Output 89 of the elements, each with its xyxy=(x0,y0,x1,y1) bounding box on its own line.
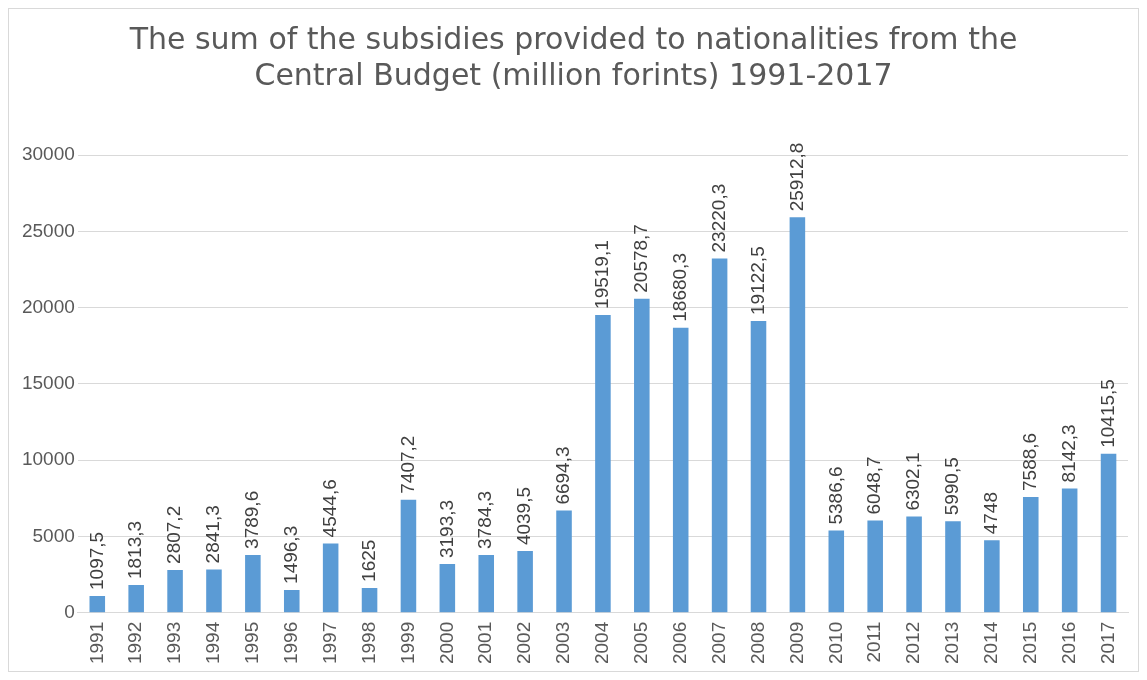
bar xyxy=(945,521,961,613)
x-tick-label: 1998 xyxy=(357,621,379,665)
x-tick-label: 2009 xyxy=(785,621,807,665)
x-tick-label: 1991 xyxy=(85,621,107,665)
chart-title: The sum of the subsidies provided to nationalities from the Central Budget (million forints) 1991-2017 xyxy=(128,20,1018,92)
bar xyxy=(439,564,456,613)
x-tick-label: 2007 xyxy=(707,621,729,665)
bar xyxy=(478,554,495,613)
data-label: 19122,5 xyxy=(746,246,768,315)
data-label: 3784,3 xyxy=(474,490,496,549)
x-tick-label: 2014 xyxy=(980,621,1002,665)
data-label: 18680,3 xyxy=(668,253,690,322)
x-tick-label: 2010 xyxy=(824,621,846,665)
x-tick-label: 1992 xyxy=(124,621,146,665)
data-label: 3193,3 xyxy=(435,499,457,559)
y-tick-label: 20000 xyxy=(21,295,75,317)
bar xyxy=(283,589,300,613)
bar xyxy=(1100,453,1117,613)
bar xyxy=(206,569,222,613)
x-tick-label: 2003 xyxy=(552,621,574,665)
x-tick-label: 2008 xyxy=(746,621,768,665)
data-label: 2807,2 xyxy=(163,505,185,564)
bar xyxy=(672,327,689,613)
bar xyxy=(750,320,767,613)
data-label: 2841,3 xyxy=(202,505,224,564)
data-label: 5386,6 xyxy=(824,466,846,525)
data-label: 4748 xyxy=(980,492,1002,535)
data-label: 6048,7 xyxy=(863,456,885,515)
data-label: 8142,3 xyxy=(1057,424,1079,483)
y-tick-label: 25000 xyxy=(21,219,75,241)
x-tick-label: 2017 xyxy=(1096,621,1118,665)
bar xyxy=(595,314,611,613)
bar xyxy=(322,543,339,613)
data-label: 10415,5 xyxy=(1096,379,1118,448)
x-tick-label: 1996 xyxy=(279,621,301,665)
x-tick-label: 2004 xyxy=(591,621,613,665)
data-label: 23220,3 xyxy=(707,183,729,253)
bar xyxy=(984,540,1000,613)
bar xyxy=(556,510,572,613)
data-label: 5990,5 xyxy=(941,457,963,516)
data-label: 6302,1 xyxy=(902,452,924,511)
data-label: 7407,2 xyxy=(396,435,418,494)
bar xyxy=(89,595,106,613)
data-label: 6694,3 xyxy=(552,446,574,505)
bar xyxy=(517,551,533,613)
bar xyxy=(167,569,183,613)
data-label: 1097,5 xyxy=(85,531,107,590)
y-tick-label: 30000 xyxy=(21,143,75,165)
x-tick-label: 2000 xyxy=(435,621,457,665)
bar xyxy=(400,499,417,613)
x-tick-label: 2011 xyxy=(863,621,885,663)
x-tick-label: 2001 xyxy=(474,621,496,665)
data-label: 1813,3 xyxy=(124,520,146,580)
bar xyxy=(128,585,144,613)
y-tick-label: 0 xyxy=(64,600,75,622)
x-tick-label: 2005 xyxy=(630,621,652,665)
data-label: 20578,7 xyxy=(630,224,652,293)
x-tick-label: 1993 xyxy=(163,621,185,665)
x-tick-label: 1999 xyxy=(396,621,418,665)
x-tick-label: 2002 xyxy=(513,621,535,665)
bar xyxy=(1022,496,1039,613)
bar xyxy=(711,258,728,613)
x-tick-label: 1997 xyxy=(318,621,340,665)
bar xyxy=(361,587,378,613)
x-tick-label: 1994 xyxy=(202,621,224,665)
data-label: 19519,1 xyxy=(591,240,613,309)
y-tick-label: 15000 xyxy=(21,372,75,394)
data-label: 4039,5 xyxy=(513,486,535,546)
bar xyxy=(245,554,261,613)
data-label: 7588,6 xyxy=(1019,432,1040,491)
data-label: 1496,3 xyxy=(279,525,301,584)
x-tick-label: 2012 xyxy=(902,621,924,665)
bar xyxy=(867,520,883,613)
bar xyxy=(906,516,922,613)
bar xyxy=(789,217,806,613)
bar xyxy=(828,530,845,613)
x-tick-label: 2016 xyxy=(1057,621,1079,665)
y-tick-label: 5000 xyxy=(32,524,75,546)
x-tick-label: 2015 xyxy=(1019,621,1040,665)
bar xyxy=(1061,488,1078,613)
data-label: 3789,6 xyxy=(241,490,263,549)
data-label: 1625 xyxy=(357,539,379,582)
x-tick-label: 2006 xyxy=(668,621,690,665)
y-tick-label: 10000 xyxy=(21,448,75,470)
data-label: 25912,8 xyxy=(785,142,807,212)
x-tick-label: 2013 xyxy=(941,621,963,665)
bar xyxy=(634,298,650,613)
data-label: 4544,6 xyxy=(318,479,340,538)
x-tick-label: 1995 xyxy=(241,621,263,665)
